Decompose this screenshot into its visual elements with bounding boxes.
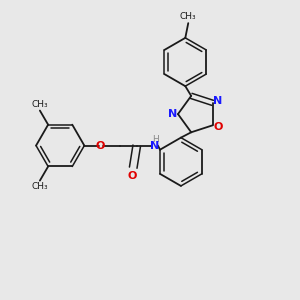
Text: O: O bbox=[96, 141, 105, 151]
Text: H: H bbox=[152, 134, 158, 143]
Text: CH₃: CH₃ bbox=[180, 12, 196, 21]
Text: CH₃: CH₃ bbox=[32, 100, 48, 109]
Text: O: O bbox=[213, 122, 223, 132]
Text: O: O bbox=[127, 171, 136, 181]
Text: CH₃: CH₃ bbox=[32, 182, 48, 191]
Text: N: N bbox=[213, 96, 223, 106]
Text: N: N bbox=[168, 109, 177, 119]
Text: N: N bbox=[150, 141, 160, 151]
